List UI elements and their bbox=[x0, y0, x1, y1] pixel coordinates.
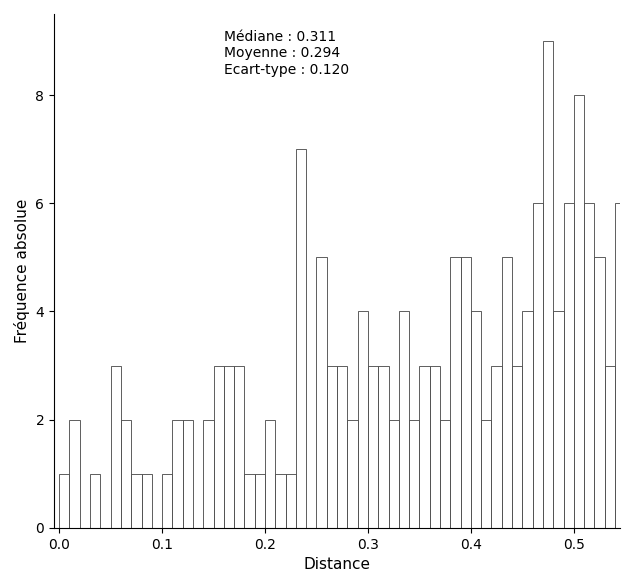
Bar bbox=[440, 420, 450, 528]
Bar bbox=[574, 95, 584, 528]
Bar bbox=[450, 257, 460, 528]
Bar bbox=[265, 420, 275, 528]
Bar bbox=[378, 366, 389, 528]
Y-axis label: Fréquence absolue: Fréquence absolue bbox=[14, 199, 30, 343]
Bar bbox=[327, 366, 337, 528]
Bar bbox=[460, 257, 471, 528]
Bar bbox=[59, 473, 70, 528]
Bar bbox=[615, 203, 625, 528]
Bar bbox=[471, 311, 481, 528]
Bar bbox=[183, 420, 193, 528]
Bar bbox=[522, 311, 533, 528]
Bar bbox=[481, 420, 491, 528]
Bar bbox=[347, 420, 358, 528]
Bar bbox=[389, 420, 399, 528]
Bar bbox=[430, 366, 440, 528]
Text: Médiane : 0.311
Moyenne : 0.294
Ecart-type : 0.120: Médiane : 0.311 Moyenne : 0.294 Ecart-ty… bbox=[224, 30, 349, 77]
Bar bbox=[141, 473, 152, 528]
Bar bbox=[214, 366, 224, 528]
Bar bbox=[564, 203, 574, 528]
Bar bbox=[131, 473, 141, 528]
Bar bbox=[501, 257, 512, 528]
Bar bbox=[337, 366, 347, 528]
Bar bbox=[275, 473, 285, 528]
Bar bbox=[70, 420, 80, 528]
Bar bbox=[204, 420, 214, 528]
Bar bbox=[285, 473, 296, 528]
Bar bbox=[245, 473, 255, 528]
Bar bbox=[512, 366, 522, 528]
Bar bbox=[162, 473, 172, 528]
Bar bbox=[121, 420, 131, 528]
Bar bbox=[234, 366, 245, 528]
Bar bbox=[368, 366, 378, 528]
Bar bbox=[296, 149, 306, 528]
Bar bbox=[605, 366, 615, 528]
Bar bbox=[316, 257, 327, 528]
Bar bbox=[172, 420, 183, 528]
X-axis label: Distance: Distance bbox=[304, 557, 371, 572]
Bar bbox=[543, 41, 553, 528]
Bar bbox=[358, 311, 368, 528]
Bar bbox=[625, 311, 634, 528]
Bar bbox=[90, 473, 100, 528]
Bar bbox=[111, 366, 121, 528]
Bar bbox=[584, 203, 595, 528]
Bar bbox=[409, 420, 420, 528]
Bar bbox=[224, 366, 234, 528]
Bar bbox=[491, 366, 501, 528]
Bar bbox=[595, 257, 605, 528]
Bar bbox=[255, 473, 265, 528]
Bar bbox=[399, 311, 409, 528]
Bar bbox=[553, 311, 564, 528]
Bar bbox=[533, 203, 543, 528]
Bar bbox=[420, 366, 430, 528]
